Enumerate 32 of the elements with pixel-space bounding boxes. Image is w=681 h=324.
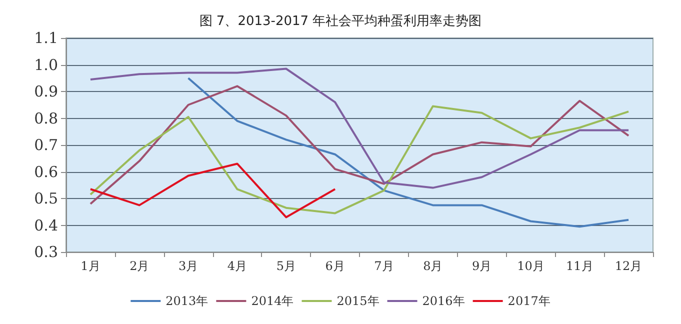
legend-label: 2015年: [336, 294, 380, 308]
y-tick-label: 0.7: [34, 136, 58, 154]
line-series: [89, 162, 336, 218]
chart-title: 图 7、2013-2017 年社会平均种蛋利用率走势图: [199, 13, 482, 29]
x-tick-label: 9月: [472, 259, 492, 273]
x-tick-label: 2月: [130, 259, 150, 273]
x-tick-label: 6月: [325, 259, 345, 273]
x-tick-label: 11月: [566, 259, 594, 273]
x-tick-label: 3月: [178, 259, 198, 273]
x-tick-label: 12月: [614, 259, 642, 273]
x-tick-label: 7月: [374, 259, 394, 273]
x-tick-label: 4月: [227, 259, 248, 273]
legend-label: 2013年: [166, 294, 208, 308]
line-series: [187, 77, 630, 228]
y-tick-label: 0.9: [34, 82, 58, 100]
y-tick-label: 0.6: [34, 162, 58, 181]
y-tick-label: 0.5: [34, 190, 58, 208]
y-tick-label: 1.1: [34, 29, 58, 47]
x-tick-label: 10月: [517, 259, 544, 273]
x-tick-label: 8月: [423, 259, 443, 273]
line-series: [89, 105, 630, 214]
legend-label: 2017年: [508, 294, 550, 308]
legend-label: 2014年: [251, 294, 294, 308]
x-tick-label: 1月: [80, 259, 100, 273]
y-tick-label: 0.8: [34, 109, 58, 128]
line-series: [89, 68, 630, 189]
x-tick-label: 5月: [276, 259, 296, 273]
legend-label: 2016年: [422, 294, 465, 308]
y-tick-label: 1.0: [34, 56, 58, 74]
line-series: [89, 85, 630, 205]
y-tick-label: 0.3: [34, 243, 58, 261]
y-tick-label: 0.4: [34, 216, 58, 234]
